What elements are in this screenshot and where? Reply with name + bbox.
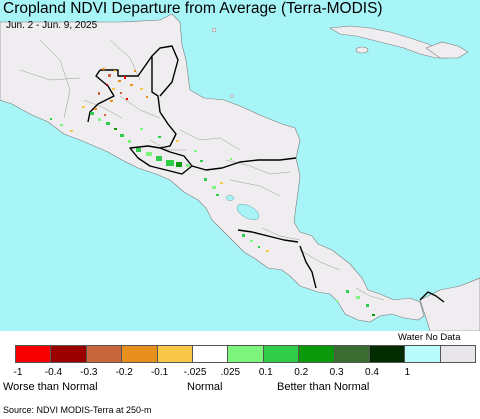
border-belize — [151, 45, 179, 97]
mainland-landmass — [0, 13, 425, 323]
legend-normal-label: Normal — [187, 381, 223, 393]
border-hnd-nic — [191, 157, 297, 171]
legend-swatch — [121, 345, 158, 363]
legend: Water No Data -1 -0.4 -0.3 -0.2 -0.1 -.025 .02… — [0, 331, 480, 419]
lake-nicaragua — [236, 204, 260, 220]
legend-swatch — [227, 345, 264, 363]
legend-tick-label: -.025 — [183, 367, 207, 378]
source-note: Source: NDVI MODIS-Terra at 250-m — [3, 405, 152, 415]
legend-better-label: Better than Normal — [277, 381, 370, 393]
legend-swatch — [298, 345, 335, 363]
legend-tick-label: 1 — [404, 367, 411, 378]
legend-swatch — [15, 345, 52, 363]
border-gtm-hnd — [159, 111, 177, 149]
legend-swatch — [439, 345, 477, 363]
south-america — [419, 277, 480, 331]
map-panel: Cropland NDVI Departure from Average (Te… — [0, 0, 480, 331]
legend-water-label: Water — [398, 332, 423, 343]
legend-tick-label: -1 — [13, 367, 23, 378]
map-subtitle: Jun. 2 - Jun. 9, 2025 — [6, 20, 98, 31]
legend-tick-label: -0.4 — [44, 367, 63, 378]
legend-swatch — [156, 345, 193, 363]
legend-nodata-label: No Data — [425, 332, 461, 343]
map-title: Cropland NDVI Departure from Average (Te… — [3, 0, 383, 17]
legend-tick-label: 0.1 — [258, 367, 273, 378]
border-nic-cri — [237, 229, 299, 243]
legend-tick-label: -0.3 — [80, 367, 98, 378]
legend-swatch — [192, 345, 229, 363]
island — [230, 94, 234, 98]
legend-swatch — [85, 345, 123, 363]
map-svg — [0, 0, 480, 331]
jamaica — [425, 41, 469, 59]
legend-tick-label: 0.2 — [294, 367, 309, 378]
legend-swatch — [404, 345, 441, 363]
legend-tick-label: -0.1 — [150, 367, 169, 378]
admin-boundaries — [19, 39, 385, 301]
legend-swatch — [262, 345, 300, 363]
isla-de-la-juventud — [355, 46, 369, 54]
ndvi-anomaly-central — [50, 106, 232, 196]
legend-worse-label: Worse than Normal — [3, 381, 98, 393]
border-pan-col — [419, 291, 445, 303]
legend-water-nodata-label: Water No Data — [398, 332, 460, 343]
island — [211, 27, 217, 33]
legend-swatch — [50, 345, 87, 363]
border-cri-pan — [299, 245, 317, 289]
legend-tick-label: -0.2 — [115, 367, 133, 378]
legend-swatch — [333, 345, 370, 363]
legend-swatch — [369, 345, 406, 363]
country-boundaries — [87, 45, 445, 303]
legend-tick-label: 0.3 — [329, 367, 344, 378]
lake-managua — [225, 195, 235, 201]
legend-tick-label: .025 — [220, 367, 241, 378]
ndvi-anomaly-south — [242, 234, 375, 316]
border-mex-gtm — [100, 55, 161, 113]
legend-tick-label: 0.4 — [365, 367, 379, 378]
ndvi-anomaly-mexico — [98, 68, 148, 102]
